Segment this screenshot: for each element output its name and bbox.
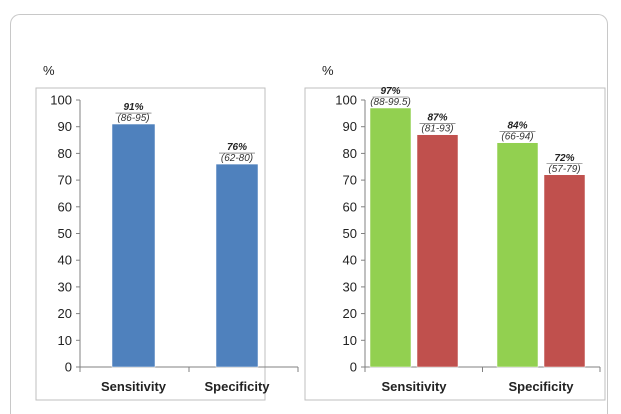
y-axis-label: % (322, 63, 334, 78)
y-axis-label: % (43, 63, 55, 78)
bar-value-label: 97% (380, 86, 400, 97)
y-tick-label: 30 (343, 279, 357, 294)
category-label: Sensitivity (381, 379, 447, 394)
y-tick-label: 20 (58, 306, 72, 321)
figure-frame (10, 14, 608, 414)
bar (416, 134, 459, 368)
y-tick-label: 50 (58, 226, 72, 241)
y-tick-label: 100 (50, 93, 72, 108)
category-label: Sensitivity (101, 379, 167, 394)
category-label: Specificity (204, 379, 270, 394)
plot-area-border (35, 87, 266, 401)
bar-ci-label: (57-79) (548, 164, 580, 175)
y-tick-label: 50 (343, 226, 357, 241)
y-tick-label: 90 (343, 119, 357, 134)
bar-value-label: 72% (554, 153, 574, 164)
y-tick-label: 70 (343, 173, 357, 188)
y-tick-label: 0 (350, 360, 357, 375)
y-tick-label: 80 (58, 146, 72, 161)
y-tick-label: 10 (58, 333, 72, 348)
y-tick-label: 0 (65, 360, 72, 375)
bar (111, 123, 156, 368)
plot-area-border (304, 87, 606, 401)
bar-ci-label: (88-99.5) (370, 97, 411, 108)
y-tick-label: 20 (343, 306, 357, 321)
bar-ci-label: (81-93) (421, 124, 453, 135)
y-tick-label: 40 (343, 253, 357, 268)
y-tick-label: 80 (343, 146, 357, 161)
category-label: Specificity (508, 379, 574, 394)
bar (496, 142, 539, 368)
bar-value-label: 76% (227, 142, 247, 153)
bar-ci-label: (62-80) (221, 153, 253, 164)
y-tick-label: 10 (343, 333, 357, 348)
y-tick-label: 30 (58, 279, 72, 294)
bar (215, 163, 259, 368)
bar-ci-label: (66-94) (501, 132, 533, 143)
bar (543, 174, 586, 368)
bar-charts: %010203040506070809010091%(86-95)Sensiti… (35, 63, 606, 401)
y-tick-label: 40 (58, 253, 72, 268)
y-tick-label: 90 (58, 119, 72, 134)
y-tick-label: 60 (58, 199, 72, 214)
bar-value-label: 87% (427, 113, 447, 124)
bar-value-label: 91% (123, 102, 143, 113)
bar-ci-label: (86-95) (117, 113, 149, 124)
y-tick-label: 100 (335, 93, 357, 108)
bar-value-label: 84% (507, 121, 527, 132)
y-tick-label: 60 (343, 199, 357, 214)
bar (369, 107, 412, 368)
y-tick-label: 70 (58, 173, 72, 188)
